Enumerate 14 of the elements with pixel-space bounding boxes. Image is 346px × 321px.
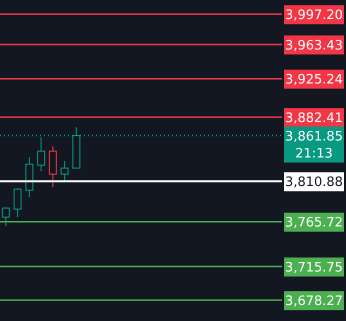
ref-line-label: 3,765.72	[285, 216, 343, 231]
candlestick	[14, 188, 22, 218]
ref-line-label: 3,715.75	[285, 260, 343, 276]
ref-line-label: 3,678.27	[285, 294, 343, 310]
ref-line-label: 3,810.88	[285, 175, 343, 190]
ref-line-label: 3,882.41	[285, 111, 343, 126]
ref-line-label: 3,861.85	[285, 130, 343, 145]
ref-line-label: 3,997.20	[285, 8, 343, 24]
candlestick	[25, 156, 34, 198]
candlestick	[48, 146, 57, 188]
ref-line-label: 3,963.43	[285, 38, 343, 54]
text: 21:13	[295, 146, 333, 162]
ref-line-label: 3,925.24	[285, 72, 343, 88]
candlestick	[60, 160, 69, 183]
